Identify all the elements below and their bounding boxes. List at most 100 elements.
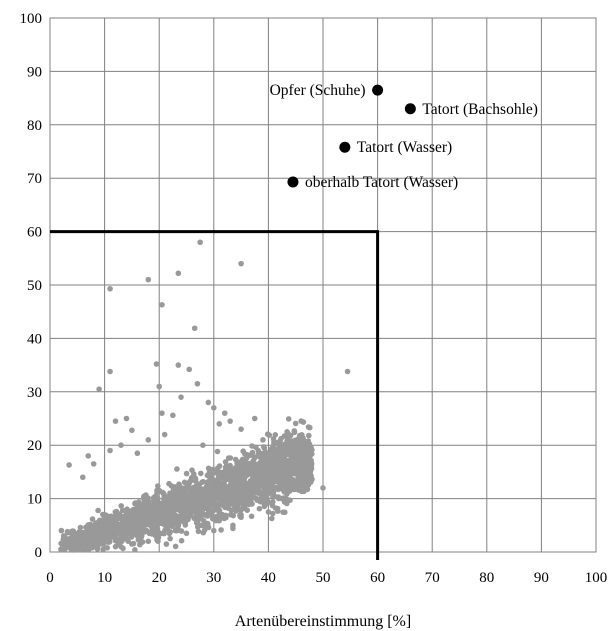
background-point <box>287 450 294 457</box>
cloud-point <box>261 492 268 498</box>
cloud-point <box>174 466 180 472</box>
cloud-point <box>172 484 178 490</box>
y-tick-label: 10 <box>27 492 42 508</box>
background-point-cloud <box>58 416 315 553</box>
cloud-point <box>232 466 239 473</box>
cloud-point <box>182 486 188 492</box>
cloud-point <box>89 538 95 544</box>
cloud-point <box>94 525 100 532</box>
cloud-point <box>185 494 191 500</box>
y-tick-label: 20 <box>27 438 42 454</box>
cloud-point <box>198 470 204 477</box>
cloud-point <box>262 463 268 470</box>
background-point <box>290 477 296 483</box>
cloud-point <box>294 479 301 486</box>
cloud-point <box>112 535 119 541</box>
background-point <box>134 450 141 457</box>
threshold-box <box>50 230 380 560</box>
cloud-point <box>62 543 68 549</box>
cloud-point <box>208 468 214 475</box>
cloud-point <box>155 538 161 544</box>
background-point <box>85 453 92 459</box>
background-point <box>112 543 119 550</box>
cloud-point <box>270 493 277 500</box>
cloud-point <box>284 475 291 481</box>
cloud-point <box>266 478 272 485</box>
cloud-point <box>214 448 221 455</box>
cloud-point <box>269 515 275 522</box>
background-point <box>320 485 326 491</box>
cloud-point <box>133 515 140 522</box>
cloud-point <box>275 508 281 514</box>
cloud-point <box>161 530 167 537</box>
cloud-point <box>280 509 286 515</box>
background-point <box>230 522 236 529</box>
background-point <box>243 469 250 475</box>
cloud-point <box>124 521 131 528</box>
point-annotation: Tatort (Bachsohle) <box>422 101 538 118</box>
cloud-point <box>218 511 224 518</box>
cloud-point <box>305 442 312 448</box>
cloud-point <box>165 493 172 500</box>
cloud-point <box>150 527 156 533</box>
cloud-point <box>266 432 273 438</box>
cloud-point <box>225 486 232 493</box>
cloud-point <box>228 507 235 513</box>
cloud-point <box>216 463 223 469</box>
background-point <box>175 270 182 277</box>
background-point <box>107 447 113 454</box>
x-tick-labels: 0 10 20 30 40 50 60 70 80 90 100 <box>46 570 607 586</box>
cloud-point <box>242 456 249 463</box>
cloud-point <box>254 461 261 468</box>
point-annotation: oberhalb Tatort (Wasser) <box>305 174 458 191</box>
background-point <box>211 405 217 411</box>
cloud-point <box>102 522 109 528</box>
background-point <box>112 418 119 424</box>
cloud-point <box>237 465 244 472</box>
cloud-point <box>144 520 150 527</box>
cloud-point <box>186 485 193 492</box>
cloud-point <box>164 507 171 514</box>
cloud-point <box>154 525 161 532</box>
cloud-point <box>179 508 186 515</box>
cloud-point <box>244 507 250 513</box>
cloud-point <box>173 519 180 525</box>
cloud-point <box>164 518 171 524</box>
cloud-point <box>230 480 236 486</box>
cloud-point <box>183 470 190 477</box>
cloud-point <box>294 442 301 448</box>
background-point <box>90 461 97 467</box>
cloud-point <box>166 530 173 537</box>
cloud-point <box>97 531 104 537</box>
cloud-point <box>295 487 302 493</box>
cloud-point <box>227 455 234 461</box>
cloud-point <box>217 499 224 505</box>
cloud-point <box>236 459 243 466</box>
cloud-point <box>139 539 146 545</box>
cloud-point <box>232 492 238 499</box>
cloud-point <box>115 521 121 528</box>
cloud-point <box>262 452 268 458</box>
cloud-point <box>280 477 287 484</box>
cloud-point <box>194 483 201 490</box>
cloud-point <box>197 515 204 521</box>
cloud-point <box>257 495 264 502</box>
cloud-point <box>286 440 293 446</box>
cloud-point <box>194 506 201 512</box>
cloud-point <box>66 529 73 536</box>
cloud-point <box>194 524 201 530</box>
cloud-point <box>181 479 188 486</box>
background-point <box>238 426 244 432</box>
cloud-point <box>272 447 278 454</box>
cloud-point <box>169 523 175 530</box>
cloud-point <box>234 485 241 492</box>
cloud-point <box>117 539 123 545</box>
cloud-point <box>309 451 315 457</box>
cloud-point <box>253 495 260 502</box>
x-tick-label: 80 <box>479 570 494 586</box>
cloud-point <box>135 537 142 543</box>
cloud-point <box>195 528 202 535</box>
background-point <box>156 383 162 390</box>
cloud-point <box>261 445 268 451</box>
y-tick-label: 30 <box>27 385 42 401</box>
